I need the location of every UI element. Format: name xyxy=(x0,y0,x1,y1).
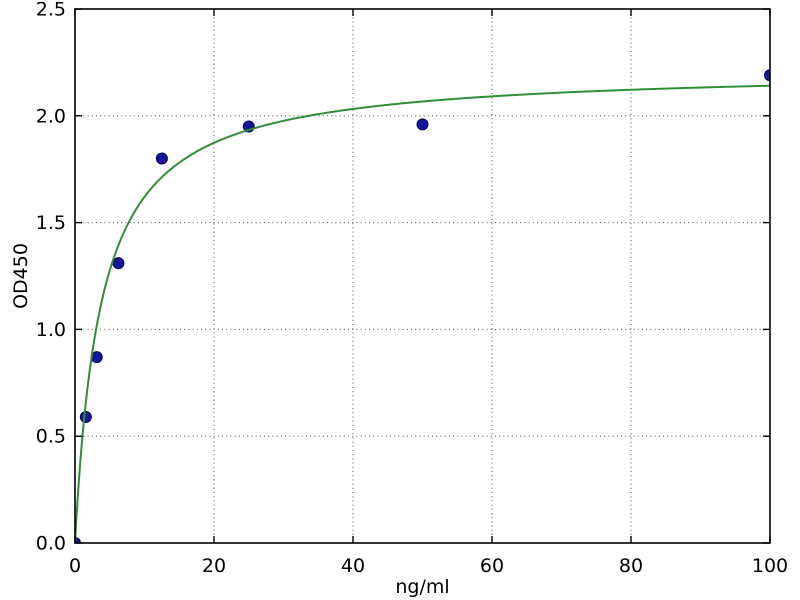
y-tick-label: 1.5 xyxy=(36,212,66,234)
data-point xyxy=(112,257,125,270)
y-tick-label: 0.5 xyxy=(36,426,66,448)
data-point xyxy=(79,410,92,423)
y-tick-label: 2.5 xyxy=(36,0,66,21)
data-point xyxy=(416,118,429,131)
x-tick-label: 80 xyxy=(619,555,643,577)
y-axis-label: OD450 xyxy=(10,243,32,309)
y-tick-label: 2.0 xyxy=(36,105,66,127)
y-tick-label: 1.0 xyxy=(36,319,66,341)
x-tick-label: 100 xyxy=(752,555,788,577)
x-tick-label: 60 xyxy=(480,555,504,577)
x-tick-label: 40 xyxy=(341,555,365,577)
fit-curve xyxy=(75,84,770,543)
plot-series xyxy=(75,69,770,543)
x-axis-label: ng/ml xyxy=(395,576,449,598)
y-tick-label: 0.0 xyxy=(36,533,66,555)
x-tick-label: 0 xyxy=(69,555,81,577)
tick-labels: 0 20 40 60 80 100 0.0 0.5 1.0 1.5 2.0 2.5 xyxy=(36,0,788,577)
data-point xyxy=(155,152,168,165)
data-point xyxy=(764,69,770,82)
data-point xyxy=(75,537,81,543)
x-tick-label: 20 xyxy=(202,555,226,577)
plot-border xyxy=(74,8,771,544)
